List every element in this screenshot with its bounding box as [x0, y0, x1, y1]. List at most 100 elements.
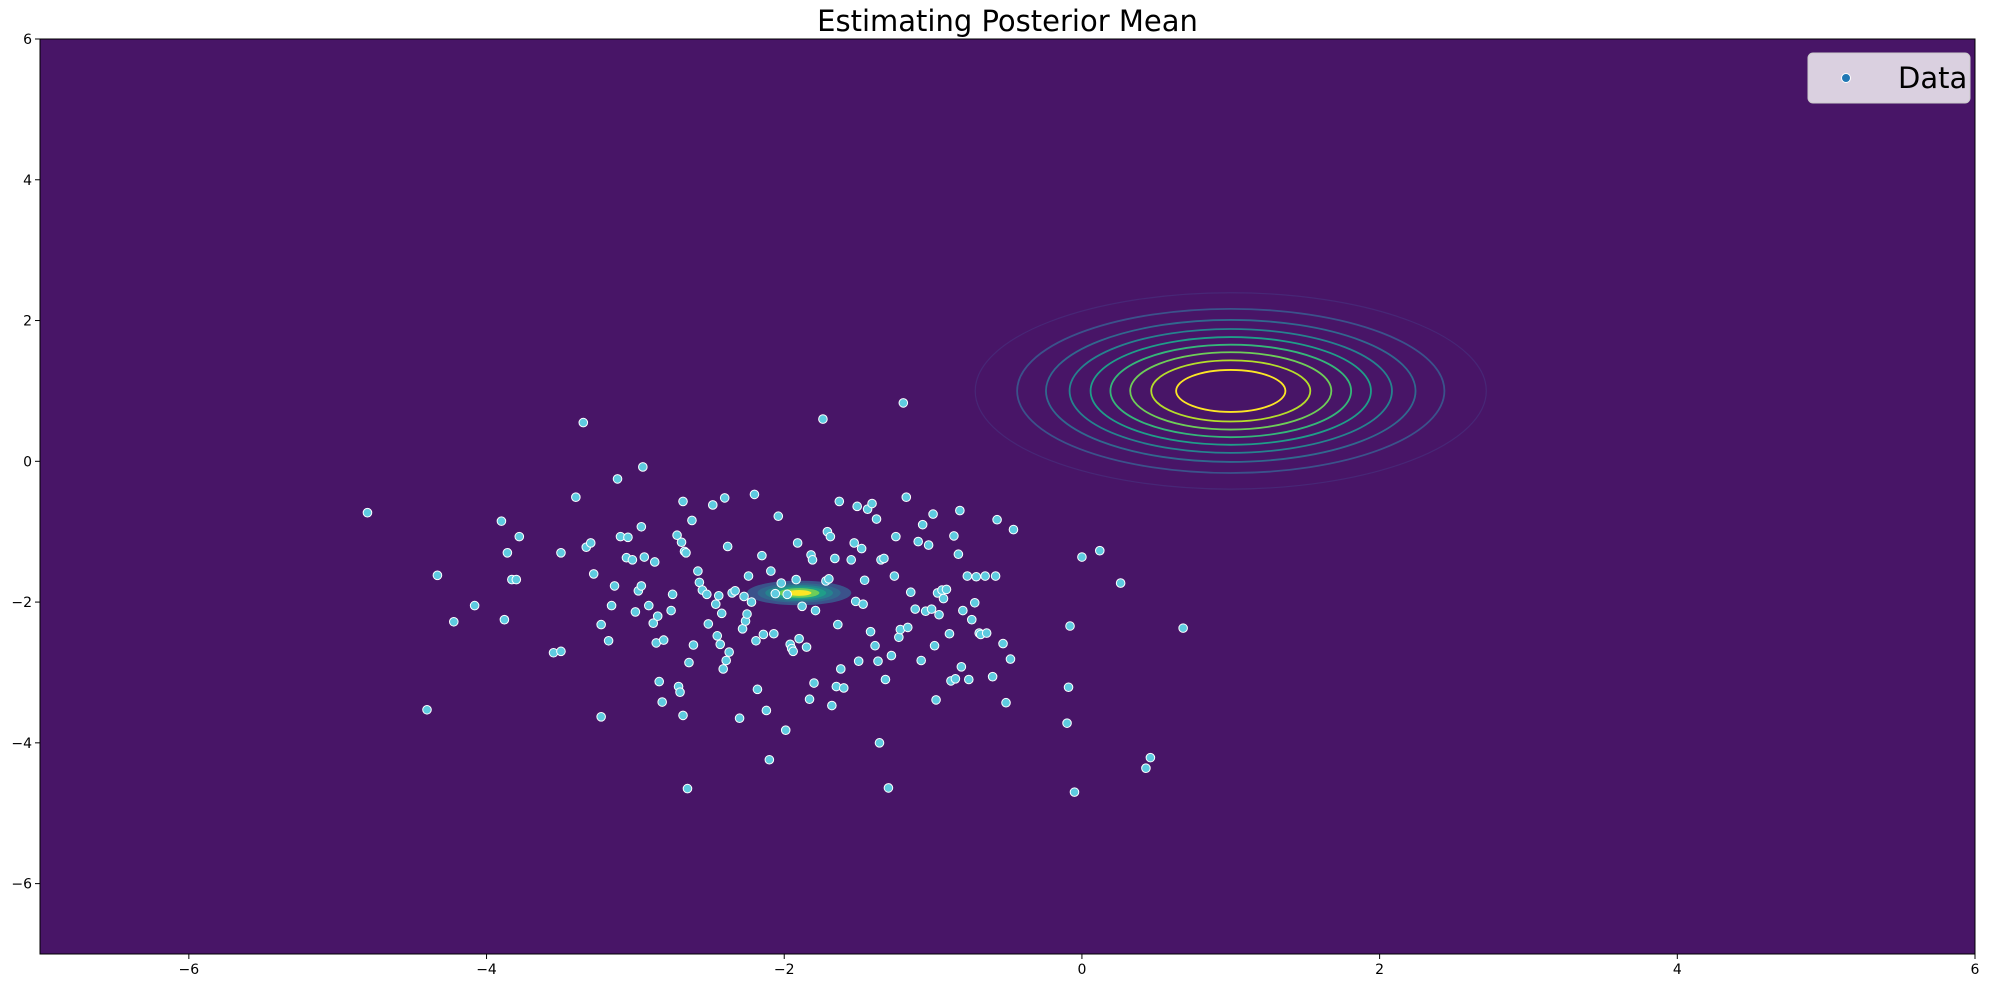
data-point-197 [1178, 623, 1188, 633]
data-point-150 [913, 536, 923, 547]
legend: Data [1807, 52, 1971, 104]
data-point-156 [928, 509, 938, 519]
data-point-170 [956, 662, 967, 672]
data-point-107 [809, 678, 819, 688]
data-point-89 [766, 566, 776, 576]
data-point-175 [969, 597, 980, 608]
scatter-points [362, 398, 1188, 797]
legend-marker-data [1841, 73, 1851, 83]
data-point-167 [950, 673, 961, 684]
legend-label-data: Data [1898, 61, 1967, 95]
data-point-131 [867, 498, 877, 509]
data-point-181 [987, 671, 998, 682]
plot-frame [39, 38, 1976, 955]
data-point-141 [889, 571, 900, 581]
data-point-84 [752, 684, 763, 695]
data-point-90 [769, 628, 779, 639]
data-point-138 [880, 674, 891, 685]
data-point-100 [792, 538, 803, 548]
data-point-1 [422, 704, 432, 715]
data-point-63 [710, 599, 721, 609]
y-tick-label: −6 [11, 877, 32, 893]
data-point-5 [496, 516, 507, 526]
data-point-40 [654, 676, 665, 687]
data-point-133 [871, 514, 882, 524]
data-point-109 [818, 414, 828, 424]
x-tick-label: 6 [1971, 962, 1980, 978]
data-point-162 [938, 593, 949, 604]
data-point-43 [666, 605, 676, 616]
data-point-187 [1008, 524, 1019, 535]
data-point-39 [652, 611, 663, 621]
prior-contour-level-2 [1016, 307, 1446, 474]
data-point-35 [643, 600, 654, 611]
data-point-139 [883, 783, 894, 793]
data-point-45 [672, 530, 682, 541]
data-point-112 [824, 574, 834, 584]
y-tick-label: 6 [23, 32, 32, 48]
data-point-82 [749, 489, 760, 500]
data-point-29 [630, 607, 641, 617]
data-point-10 [514, 531, 525, 542]
data-point-44 [667, 589, 678, 600]
data-point-20 [596, 712, 606, 722]
legend-box [1807, 52, 1971, 104]
data-point-157 [929, 640, 940, 651]
y-axis: −6 −4 −2 0 2 4 6 [11, 32, 40, 893]
data-point-22 [606, 600, 617, 611]
prior-contour-level-3 [1045, 319, 1417, 463]
data-point-80 [743, 571, 754, 581]
data-point-88 [764, 754, 775, 765]
data-point-0 [362, 507, 373, 518]
data-point-27 [623, 532, 633, 543]
data-point-95 [782, 589, 793, 600]
data-point-149 [910, 604, 921, 614]
data-point-176 [971, 571, 982, 582]
data-point-87 [761, 705, 772, 716]
data-point-24 [612, 474, 623, 484]
prior-contour-level-8 [1150, 359, 1312, 423]
data-point-41 [657, 697, 667, 707]
data-point-140 [886, 650, 897, 661]
data-point-188 [1062, 718, 1072, 728]
data-point-48 [676, 537, 687, 548]
chart-title: Estimating Posterior Mean [817, 4, 1198, 38]
data-point-7 [502, 548, 513, 558]
data-point-192 [1077, 552, 1087, 562]
data-point-121 [846, 555, 857, 565]
data-point-71 [722, 541, 733, 552]
prior-contour-level-4 [1068, 328, 1393, 454]
data-point-83 [751, 635, 761, 646]
data-point-91 [770, 588, 781, 599]
data-point-142 [891, 531, 901, 542]
data-point-77 [739, 591, 749, 602]
data-point-185 [1001, 697, 1011, 708]
data-point-190 [1065, 621, 1075, 631]
data-point-49 [678, 710, 688, 721]
data-point-155 [926, 604, 937, 614]
data-point-172 [962, 571, 973, 581]
data-point-126 [856, 543, 867, 554]
data-point-4 [469, 600, 480, 611]
prior-contour-level-9 [1175, 369, 1287, 413]
data-point-86 [758, 629, 769, 640]
data-point-56 [688, 640, 699, 650]
y-tick-label: −4 [11, 736, 32, 752]
data-point-186 [1005, 654, 1016, 664]
data-point-55 [687, 515, 697, 526]
data-point-64 [712, 631, 723, 641]
x-tick-label: 0 [1077, 962, 1086, 978]
data-point-31 [636, 581, 647, 591]
prior-contour-level-1 [974, 292, 1487, 490]
data-point-146 [901, 492, 912, 503]
data-point-122 [849, 538, 859, 548]
data-point-154 [923, 540, 934, 550]
y-tick-label: 2 [23, 314, 32, 330]
data-point-113 [825, 531, 836, 542]
data-point-166 [949, 531, 959, 541]
data-point-42 [658, 635, 669, 645]
data-point-168 [953, 549, 964, 560]
data-point-106 [807, 555, 818, 565]
data-point-132 [870, 640, 880, 651]
